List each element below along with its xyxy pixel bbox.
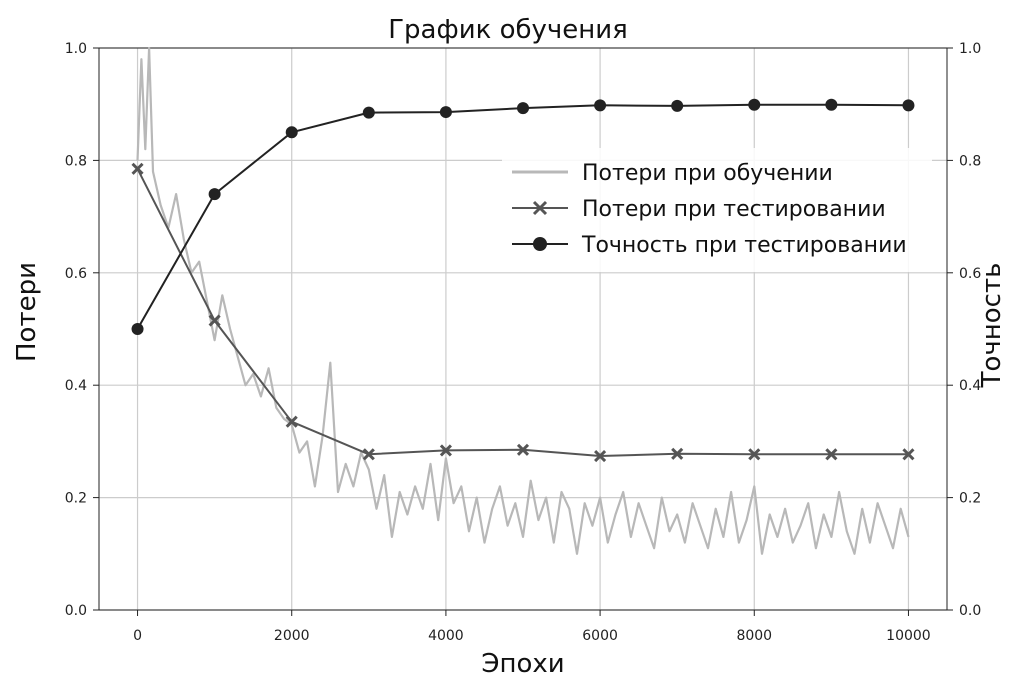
test-loss-point [439,444,452,457]
test-loss-point [285,415,298,428]
test-loss-point [825,448,838,461]
x-tick-label: 0 [133,628,142,644]
x-marker-stroke [671,447,684,460]
grid [99,47,947,611]
legend-swatch-x [532,200,548,216]
x-tick-label: 2000 [274,628,310,644]
y-tick-label-right: 0.0 [959,603,981,619]
x-marker-stroke [208,314,221,327]
accuracy-point [902,99,915,112]
y-tick-label-left: 0.2 [65,491,87,507]
plot-frame [98,47,948,611]
x-tick-label: 4000 [428,628,464,644]
y-tick-label-right: 0.2 [959,491,981,507]
y-tick-label-left: 0.8 [65,153,87,169]
y-tick-label-left: 0.6 [65,266,87,282]
accuracy-point [285,126,298,139]
test-loss-point [902,448,915,461]
x-marker-stroke [439,444,452,457]
accuracy-point [362,106,375,119]
accuracy-point [825,98,838,111]
legend-item: Потери при тестировании [512,197,886,222]
accuracy-point [748,98,761,111]
x-tick-label: 6000 [582,628,618,644]
y-tick-label-right: 0.6 [959,266,981,282]
x-marker-stroke [748,448,761,461]
x-marker-stroke [594,449,607,463]
chart-title: График обучения [388,15,628,45]
accuracy-point [517,102,529,115]
legend-box [502,148,932,272]
axes: 0 2000 4000 6000 8000 10000 0.0 0.2 0.4 0.6 0.8 1.0… [65,41,982,644]
accuracy-point [594,99,607,112]
y-tick-label-left: 0.0 [65,603,87,619]
x-axis-title: Эпохи [481,649,564,675]
x-tick-label: 8000 [736,628,772,644]
x-marker-stroke [362,448,375,461]
legend-item: Потери при обучении [512,161,833,186]
x-marker-stroke [516,443,530,456]
accuracy-point [208,188,221,201]
series-line-0 [136,46,910,555]
legend-swatch-dot [533,237,547,251]
legend-item: Точность при тестировании [512,233,907,258]
test-loss-point [748,448,761,461]
x-marker-stroke [285,415,298,428]
x-marker-stroke [825,448,838,461]
series-layer [131,46,915,555]
test-loss-point [516,443,530,456]
x-marker-stroke [131,162,144,175]
y-tick-label-right: 0.4 [959,378,981,394]
y-tick-label-right: 1.0 [959,41,981,57]
accuracy-point [671,99,684,112]
test-loss-point [362,448,375,461]
test-loss-point [671,447,684,460]
y-tick-label-left: 1.0 [65,41,87,57]
legend-label: Потери при обучении [582,161,833,186]
y-axis-title-left: Потери [12,262,42,362]
accuracy-point [439,106,452,119]
y-axis-title-right: Точность [977,263,1007,389]
test-loss-point [208,314,221,327]
y-tick-label-right: 0.8 [959,153,981,169]
accuracy-point [131,323,144,335]
x-marker-stroke [902,448,915,461]
x-tick-label: 10000 [886,628,931,644]
legend-label: Потери при тестировании [582,197,886,222]
legend-label: Точность при тестировании [581,233,907,258]
test-loss-point [594,449,607,463]
test-loss-point [131,162,144,175]
y-tick-label-left: 0.4 [65,378,87,394]
legend: Потери при обучении Потери при тестирован… [502,148,932,272]
